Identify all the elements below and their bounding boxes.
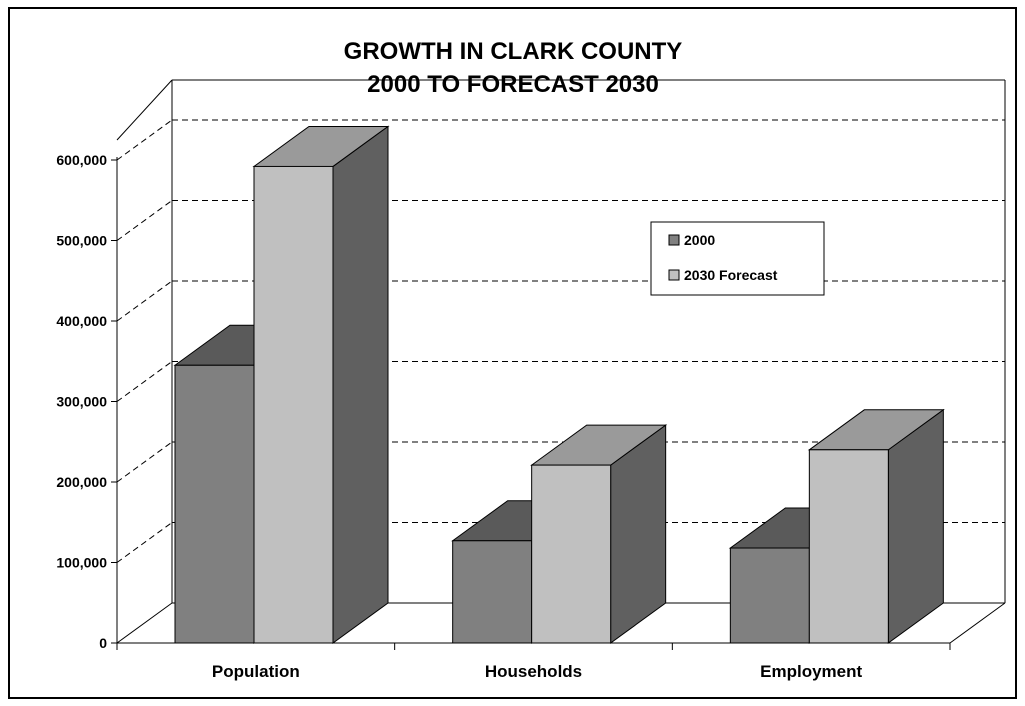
y-tick-label: 200,000 <box>56 474 107 490</box>
gridline-side <box>116 361 173 402</box>
y-tick-label: 0 <box>99 635 107 651</box>
bar-side-population-2030-forecast <box>332 125 389 644</box>
gridline-side <box>116 200 173 241</box>
bar-side-employment-2030-forecast <box>887 408 944 644</box>
gridline-side <box>116 119 173 161</box>
x-tick-label-employment: Employment <box>760 662 862 681</box>
legend: 2000 2030 Forecast <box>650 221 825 296</box>
gridline-side <box>116 522 173 563</box>
legend-box <box>650 221 825 296</box>
legend-label-2030-forecast: 2030 Forecast <box>684 267 778 283</box>
bars-group <box>173 125 945 644</box>
side-wall-top-edge <box>116 79 173 141</box>
floor-left-edge <box>116 602 173 644</box>
legend-swatch-2030-forecast <box>668 269 680 281</box>
legend-label-2000: 2000 <box>684 232 715 248</box>
floor-right-edge <box>949 602 1006 644</box>
bar-employment-2030-forecast <box>808 449 889 644</box>
y-tick-label: 500,000 <box>56 233 107 249</box>
bar-population-2030-forecast <box>253 165 334 644</box>
y-tick-label: 100,000 <box>56 555 107 571</box>
x-tick-label-population: Population <box>212 662 300 681</box>
axes-group: 0 100,000 200,000 300,000 400,000 500,000 600,… <box>56 152 951 681</box>
legend-swatch-2000 <box>668 234 680 246</box>
gridline-side <box>116 441 173 483</box>
y-tick-label: 300,000 <box>56 394 107 410</box>
bar-employment-2000 <box>729 547 810 644</box>
bar-households-2000 <box>452 540 533 644</box>
bar-population-2000 <box>174 364 255 644</box>
bar-households-2030-forecast <box>531 464 612 644</box>
y-tick-label: 400,000 <box>56 313 107 329</box>
x-tick-label-households: Households <box>485 662 582 681</box>
chart-title-line-2: 2000 TO FORECAST 2030 <box>367 71 659 98</box>
y-tick-label: 600,000 <box>56 152 107 168</box>
chart-title-line-1: GROWTH IN CLARK COUNTY <box>344 38 683 65</box>
gridline-side <box>116 280 173 322</box>
